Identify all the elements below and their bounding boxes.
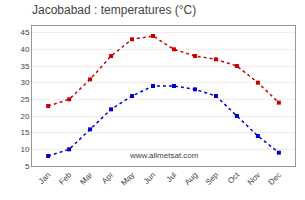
svg-text:Jun: Jun [142, 170, 157, 185]
svg-text:Jacobabad : temperatures (°C): Jacobabad : temperatures (°C) [32, 3, 196, 17]
svg-text:www.allmetsat.com: www.allmetsat.com [129, 151, 199, 160]
svg-text:May: May [119, 170, 136, 187]
svg-text:Oct: Oct [226, 170, 242, 186]
svg-text:Sep: Sep [204, 170, 221, 187]
svg-text:Dec: Dec [267, 170, 283, 186]
svg-text:Feb: Feb [57, 170, 74, 187]
svg-text:15: 15 [20, 128, 29, 137]
svg-text:10: 10 [20, 145, 29, 154]
svg-text:45: 45 [20, 28, 29, 37]
svg-text:Jul: Jul [165, 170, 179, 184]
svg-text:Mar: Mar [78, 170, 94, 186]
svg-text:35: 35 [20, 62, 29, 71]
svg-text:20: 20 [20, 112, 29, 121]
svg-text:Aug: Aug [183, 170, 199, 186]
svg-text:Apr: Apr [100, 170, 115, 185]
svg-text:Nov: Nov [246, 170, 262, 186]
svg-text:30: 30 [20, 78, 29, 87]
svg-text:5: 5 [25, 162, 30, 171]
svg-text:25: 25 [20, 95, 29, 104]
svg-text:40: 40 [20, 45, 29, 54]
svg-text:Jan: Jan [37, 170, 52, 185]
